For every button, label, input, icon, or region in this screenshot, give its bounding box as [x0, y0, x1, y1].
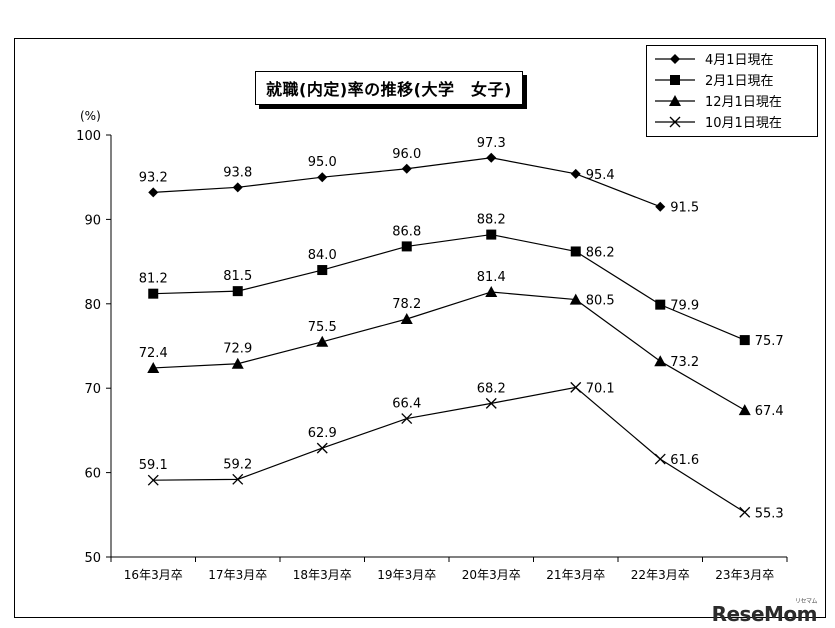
square-marker: [655, 299, 666, 310]
data-label: 72.4: [139, 346, 168, 361]
diamond-marker: [317, 172, 328, 183]
y-tick-label: 90: [84, 213, 101, 228]
data-label: 75.7: [755, 334, 784, 349]
chart-legend: 4月1日現在 2月1日現在 12月1日現在 10月1日現在: [646, 45, 818, 137]
x-marker: [401, 413, 413, 425]
legend-label: 2月1日現在: [705, 74, 774, 89]
data-label: 96.0: [392, 147, 421, 162]
x-tick-label: 19年3月卒: [377, 568, 436, 582]
data-label: 70.1: [586, 381, 615, 396]
data-label: 81.2: [139, 272, 168, 287]
legend-label: 10月1日現在: [705, 116, 782, 131]
data-label: 61.6: [670, 453, 699, 468]
square-marker: [570, 246, 581, 257]
resemom-logo: ReseMom リセマム: [711, 598, 818, 626]
data-label: 73.2: [670, 355, 699, 370]
data-label: 95.0: [308, 155, 337, 170]
x-tick-label: 18年3月卒: [293, 568, 352, 582]
data-label: 67.4: [755, 404, 784, 419]
y-axis-label: (%): [80, 109, 101, 123]
diamond-marker: [655, 201, 666, 212]
data-label: 93.2: [139, 170, 168, 185]
x-tick-label: 17年3月卒: [208, 568, 267, 582]
square-marker: [148, 288, 159, 299]
data-label: 62.9: [308, 426, 337, 441]
x-marker: [485, 397, 497, 409]
data-label: 97.3: [477, 136, 506, 151]
diamond-marker: [401, 163, 412, 174]
data-label: 95.4: [586, 168, 615, 183]
square-marker: [232, 286, 243, 297]
data-label: 86.8: [392, 224, 421, 239]
legend-items: 4月1日現在 2月1日現在 12月1日現在 10月1日現在: [655, 53, 782, 131]
logo-superscript: リセマム: [794, 598, 818, 605]
x-marker: [669, 116, 681, 128]
x-marker: [147, 474, 159, 486]
diamond-marker: [486, 152, 497, 163]
diamond-marker: [148, 187, 159, 198]
x-marker: [570, 381, 582, 393]
triangle-marker: [485, 285, 498, 297]
y-tick-label: 50: [84, 551, 101, 566]
square-marker: [670, 75, 680, 85]
data-label: 75.5: [308, 320, 337, 335]
series-line: [153, 233, 745, 341]
square-marker: [401, 241, 412, 252]
data-label: 78.2: [392, 297, 421, 312]
data-label: 55.3: [755, 506, 784, 521]
data-label: 79.9: [670, 299, 699, 314]
chart-axes: 50 60 70 80 90 100 (%) 16年3月卒 17年3月卒 18年3月卒 19年3月卒…: [76, 109, 788, 582]
x-marker: [654, 453, 666, 465]
legend-label: 12月1日現在: [705, 95, 782, 110]
triangle-marker: [669, 95, 681, 106]
x-marker: [232, 473, 244, 485]
data-label: 88.2: [477, 213, 506, 228]
data-label: 93.8: [223, 165, 252, 180]
triangle-marker: [316, 335, 329, 347]
data-label: 81.4: [477, 270, 506, 285]
data-label: 59.1: [139, 458, 168, 473]
y-tick-label: 100: [76, 129, 101, 144]
chart-title: 就職(内定)率の推移(大学 女子): [255, 71, 523, 105]
legend-label: 4月1日現在: [705, 53, 774, 68]
series-line: [153, 291, 746, 411]
triangle-marker: [569, 293, 582, 305]
x-tick-label: 23年3月卒: [715, 568, 774, 582]
x-tick-label: 22年3月卒: [631, 568, 690, 582]
diamond-marker: [232, 182, 243, 193]
y-tick-label: 60: [84, 467, 101, 482]
data-label: 86.2: [586, 245, 615, 260]
x-tick-label: 20年3月卒: [462, 568, 521, 582]
x-tick-label: 21年3月卒: [546, 568, 605, 582]
square-marker: [739, 335, 750, 346]
diamond-marker: [570, 168, 581, 179]
triangle-marker: [147, 361, 160, 373]
triangle-marker: [231, 357, 244, 369]
square-marker: [317, 265, 328, 276]
y-tick-label: 80: [84, 298, 101, 313]
diamond-marker: [670, 54, 680, 64]
x-marker: [316, 442, 328, 454]
data-label: 84.0: [308, 248, 337, 263]
data-label: 68.2: [477, 381, 506, 396]
y-tick-label: 70: [84, 382, 101, 397]
chart-data-labels: 93.2 93.8 95.0 96.0 97.3 95.4 91.5 81.2 81.5 84.0…: [139, 136, 784, 521]
data-label: 59.2: [223, 457, 252, 472]
logo-text: ReseMom: [711, 602, 818, 626]
data-label: 81.5: [223, 269, 252, 284]
data-label: 80.5: [586, 294, 615, 309]
data-label: 91.5: [670, 201, 699, 216]
triangle-marker: [738, 404, 751, 416]
square-marker: [486, 229, 497, 240]
chart-series: [147, 152, 751, 518]
chart-frame: [14, 38, 826, 618]
x-tick-label: 16年3月卒: [124, 568, 183, 582]
data-label: 72.9: [223, 342, 252, 357]
x-marker: [739, 506, 751, 518]
series-line: [153, 386, 746, 513]
triangle-marker: [654, 355, 667, 367]
data-label: 66.4: [392, 397, 421, 412]
triangle-marker: [400, 312, 413, 324]
